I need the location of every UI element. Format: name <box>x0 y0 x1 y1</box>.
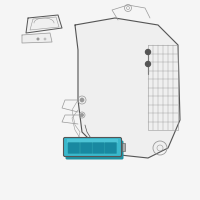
FancyBboxPatch shape <box>66 140 124 160</box>
Circle shape <box>37 38 39 40</box>
FancyBboxPatch shape <box>105 142 116 154</box>
Circle shape <box>146 62 151 66</box>
Polygon shape <box>26 15 62 33</box>
FancyBboxPatch shape <box>67 139 118 143</box>
FancyBboxPatch shape <box>80 142 92 154</box>
Bar <box>122 143 124 151</box>
Polygon shape <box>22 33 52 43</box>
Circle shape <box>80 98 84 102</box>
FancyBboxPatch shape <box>68 142 80 154</box>
FancyBboxPatch shape <box>64 138 122 156</box>
FancyBboxPatch shape <box>92 142 104 154</box>
Polygon shape <box>75 18 180 158</box>
Circle shape <box>146 49 151 54</box>
Circle shape <box>81 114 83 116</box>
